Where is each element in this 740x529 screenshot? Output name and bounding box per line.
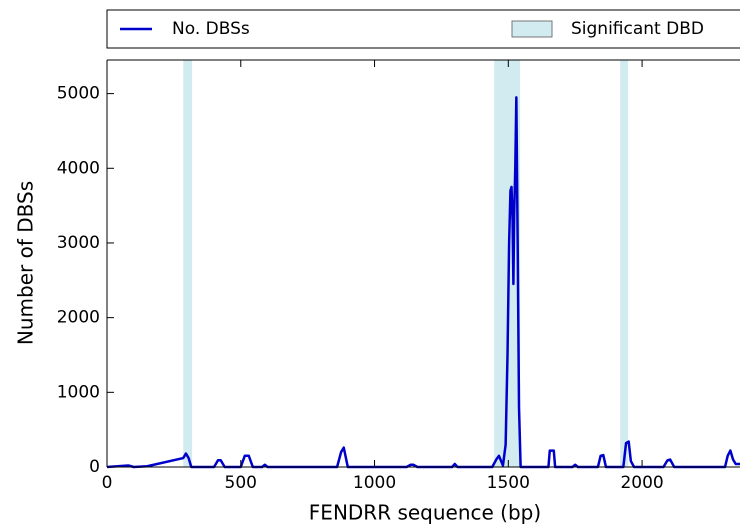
x-tick-label: 2000 — [620, 473, 663, 493]
y-axis-label: Number of DBSs — [14, 181, 38, 345]
x-axis-label: FENDRR sequence (bp) — [309, 501, 541, 525]
legend-patch — [511, 20, 553, 38]
x-tick-label: 1500 — [487, 473, 530, 493]
significant-span — [183, 60, 193, 467]
y-tick-label: 4000 — [57, 158, 100, 178]
y-tick-label: 5000 — [57, 84, 100, 104]
legend-box — [106, 9, 740, 49]
significant-span — [620, 60, 629, 467]
legend-label: Significant DBD — [571, 19, 704, 39]
y-tick-label: 1000 — [57, 382, 100, 402]
legend-label: No. DBSs — [172, 19, 250, 39]
x-tick-label: 0 — [102, 473, 113, 493]
x-tick-label: 1000 — [353, 473, 396, 493]
y-tick-label: 2000 — [57, 308, 100, 328]
data-line — [106, 96, 740, 469]
y-tick-label: 3000 — [57, 233, 100, 253]
x-tick-label: 500 — [225, 473, 257, 493]
y-tick-label: 0 — [89, 457, 100, 477]
plot-area: 0 500 1000 1500 2000 0 1000 2000 3000 4000 5000 — [57, 59, 740, 493]
